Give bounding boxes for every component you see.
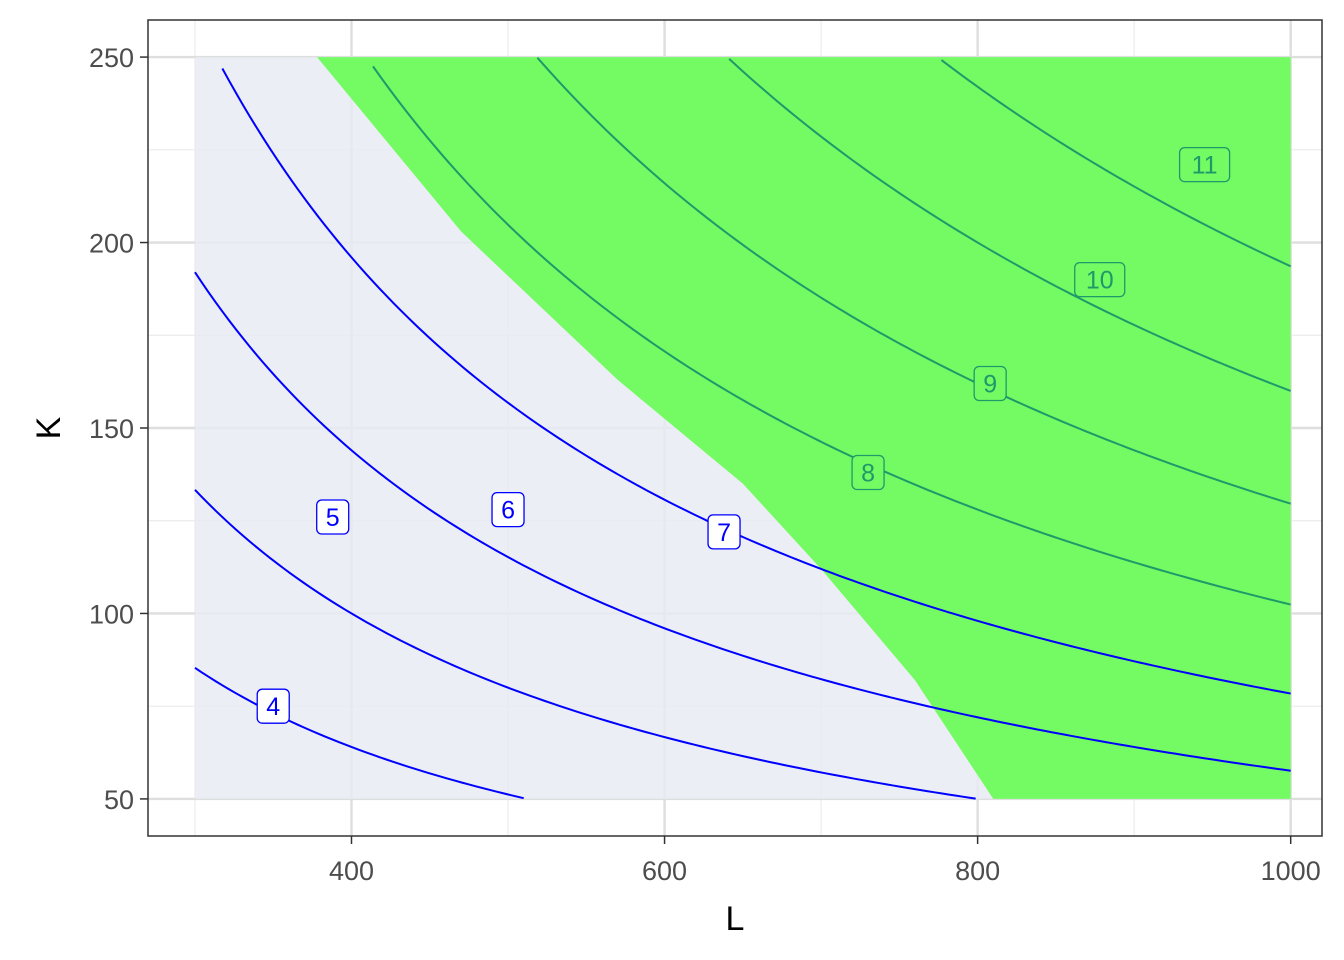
- y-tick-label: 150: [89, 414, 134, 444]
- contour-label-10: 10: [1074, 261, 1126, 298]
- contour-line-9: [536, 57, 1291, 505]
- contour-lines: [194, 57, 1292, 800]
- contour-line-5: [194, 489, 976, 800]
- contour-label-text: 6: [501, 497, 515, 525]
- x-tick-label: 800: [955, 856, 1000, 886]
- contour-label-6: 6: [491, 491, 525, 528]
- y-tick-label: 250: [89, 43, 134, 73]
- y-axis-title: K: [30, 416, 68, 439]
- contour-label-text: 8: [861, 460, 875, 488]
- contour-label-box: [851, 454, 885, 491]
- x-axis-title: L: [726, 900, 745, 938]
- contour-line-11: [940, 59, 1292, 268]
- contour-label-box: [256, 688, 290, 724]
- contour-label-text: 4: [266, 693, 280, 721]
- contour-label-box: [973, 365, 1007, 402]
- contour-line-8: [372, 65, 1291, 606]
- x-tick-label: 1000: [1261, 856, 1321, 886]
- contour-label-text: 5: [326, 504, 340, 532]
- x-axis-ticks: 400 600 800 1000: [329, 836, 1321, 886]
- contour-label-text: 11: [1192, 152, 1218, 180]
- contour-label-text: 9: [983, 370, 997, 398]
- contour-label-box: [707, 514, 741, 550]
- contour-label-7: 7: [707, 514, 741, 550]
- contour-label-box: [316, 499, 350, 535]
- contour-label-11: 11: [1178, 147, 1231, 183]
- contour-line-7: [221, 67, 1291, 695]
- contour-label-box: [491, 491, 525, 528]
- contour-label-5: 5: [316, 499, 350, 535]
- contour-label-box: [1178, 147, 1231, 183]
- contour-label-9: 9: [973, 365, 1007, 402]
- contour-label-text: 7: [717, 519, 731, 547]
- x-tick-label: 400: [329, 856, 374, 886]
- contour-labels: 4 5 6 7 8 9 10 11: [256, 147, 1231, 724]
- regions: [194, 57, 1291, 799]
- y-tick-label: 50: [104, 785, 134, 815]
- feasible-region: [317, 57, 1291, 799]
- y-tick-label: 100: [89, 599, 134, 629]
- contour-label-text: 10: [1086, 267, 1114, 295]
- contour-label-box: [1074, 261, 1126, 298]
- contour-line-10: [728, 58, 1292, 392]
- contour-line-4: [194, 667, 524, 800]
- y-axis-ticks: 50 100 150 200 250: [89, 43, 148, 815]
- contour-label-4: 4: [256, 688, 290, 724]
- x-tick-label: 600: [642, 856, 687, 886]
- y-tick-label: 200: [89, 229, 134, 259]
- contour-label-8: 8: [851, 454, 885, 491]
- contour-line-6: [194, 271, 1291, 772]
